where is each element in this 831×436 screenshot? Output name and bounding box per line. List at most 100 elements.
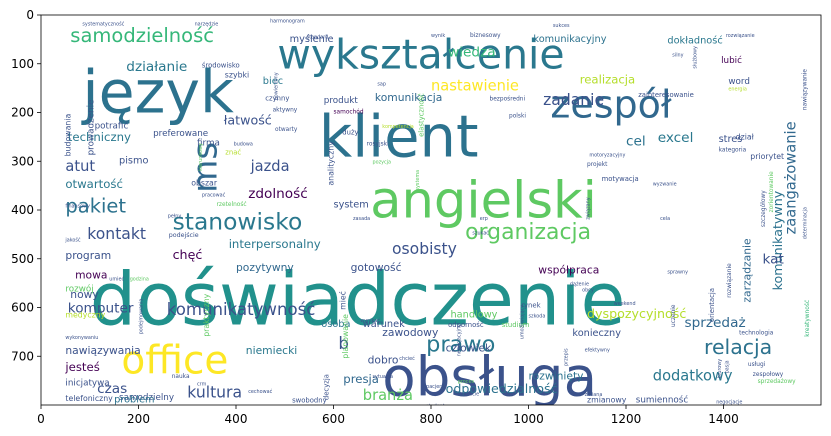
cloud-word: szczegółowy — [760, 190, 767, 227]
cloud-word: myślenie — [290, 33, 334, 45]
cloud-word: szkoda — [529, 313, 546, 319]
y-tick-label: 500 — [11, 252, 34, 266]
cloud-word: projekt — [587, 162, 608, 168]
cloud-word: pocucie — [460, 391, 479, 397]
cloud-word: osobisty — [392, 240, 457, 258]
cloud-word: komunikacyjny — [533, 34, 606, 45]
cloud-word: rynek — [521, 302, 540, 310]
cloud-word: realizacja — [580, 72, 636, 86]
cloud-word: motywacja — [602, 175, 639, 183]
cloud-word: zainteresowanie — [638, 91, 694, 99]
cloud-word: potrafić — [95, 121, 129, 132]
cloud-word: dokładność — [667, 34, 722, 46]
cloud-word: zasada — [353, 216, 370, 222]
cloud-word: firma — [197, 139, 220, 149]
cloud-word: komunikatywność — [167, 300, 316, 319]
cloud-word: branża — [363, 387, 413, 404]
cloud-word: sprzedaż — [685, 315, 746, 331]
cloud-word: mieć — [339, 291, 348, 310]
cloud-word: dyspozycyjność — [587, 306, 686, 321]
cloud-word: samodzielność — [70, 24, 214, 47]
cloud-word: dążenie — [570, 282, 589, 288]
cloud-word: rozwinięty — [529, 370, 585, 383]
cloud-word: podejście — [169, 231, 199, 239]
cloud-word: systematyczność — [82, 21, 124, 28]
x-tick-label: 1400 — [708, 412, 739, 426]
cloud-word: pozytywny — [236, 261, 294, 274]
cloud-word: gotowość — [351, 261, 402, 274]
cloud-word: osoba — [321, 319, 350, 330]
cloud-word: telefoniczny — [65, 394, 113, 403]
y-tick-label: 200 — [11, 106, 34, 120]
y-tick-label: 0 — [26, 8, 34, 22]
cloud-word: prawo — [426, 331, 495, 357]
cloud-word: pozycja — [373, 160, 392, 166]
cloud-word: warunek — [363, 319, 405, 330]
cloud-word: word — [728, 77, 750, 87]
cloud-word: handlowy — [451, 309, 498, 320]
cloud-word: rzetelność — [217, 201, 247, 208]
cloud-word: język — [80, 59, 234, 127]
cloud-word: rozwiązanie — [727, 263, 733, 298]
cloud-word: budowania — [63, 114, 72, 157]
cloud-word: pismo — [119, 156, 148, 167]
cloud-word: zdolność — [248, 186, 308, 202]
cloud-word: stres — [719, 134, 743, 145]
cloud-word: negocjacje — [716, 400, 742, 406]
cloud-word: kreatywność — [804, 300, 811, 337]
cloud-word: umożliwiający — [520, 305, 526, 339]
cloud-word: zespół — [550, 82, 672, 126]
cloud-word: silny — [672, 52, 683, 58]
cloud-word: szukać — [472, 229, 489, 236]
cloud-word: proces — [458, 379, 475, 385]
cloud-word: zmianowy — [587, 396, 627, 405]
cloud-word: sytuacja — [373, 374, 393, 380]
cloud-word: obsługa — [382, 344, 597, 408]
cloud-word: biznesowy — [470, 33, 501, 39]
cloud-word: obcy — [582, 287, 594, 293]
cloud-word: weekend — [614, 301, 636, 307]
cloud-word: nawiązywanie — [802, 69, 808, 110]
cloud-word: cela — [660, 216, 670, 222]
cloud-word: cechować — [248, 388, 272, 395]
cloud-word: standard — [307, 34, 329, 40]
cloud-word: erp — [480, 216, 488, 222]
cloud-word: zaangażowanie — [783, 121, 800, 234]
x-tick-label: 400 — [225, 412, 248, 426]
cloud-word: jesteś — [64, 360, 99, 374]
cloud-word: sumienność — [636, 395, 689, 406]
cloud-word: zarządzanie — [740, 238, 753, 303]
x-tick-label: 800 — [420, 412, 443, 426]
cloud-word: zawodowy — [382, 326, 439, 339]
cloud-word: doświadczenie — [90, 258, 626, 343]
cloud-word: wyzwanie — [653, 182, 677, 188]
cloud-word: harmonogram — [270, 18, 305, 24]
cloud-word: orientacja — [708, 288, 716, 322]
cloud-word: znać — [225, 148, 241, 156]
cloud-word: efektywny — [585, 347, 610, 353]
cloud-word: determinacja — [802, 207, 808, 239]
cloud-word: chęć — [173, 247, 203, 262]
cloud-word: klient — [319, 103, 479, 170]
cloud-word: praktyczny — [202, 293, 211, 336]
cloud-word: bezpośredni — [490, 95, 526, 102]
cloud-word: presja — [343, 372, 379, 386]
cloud-word: odporność — [448, 321, 484, 329]
cloud-word: podejmowania — [138, 299, 144, 335]
cloud-word: sprzedażowy — [758, 379, 797, 385]
cloud-word: angielski — [370, 170, 597, 230]
cloud-word: umieć — [109, 276, 124, 283]
x-tick-label: 1000 — [513, 412, 544, 426]
cloud-word: medyczny — [65, 310, 105, 319]
cloud-word: aktywny — [273, 108, 298, 114]
cloud-word: student — [426, 403, 445, 409]
cloud-word: godzina — [130, 277, 149, 283]
cloud-word: narzędzie — [195, 22, 219, 28]
cloud-word: jakość — [64, 237, 81, 244]
cloud-word: atut — [65, 158, 95, 175]
x-tick-label: 1200 — [611, 412, 642, 426]
cloud-word: cel — [626, 134, 646, 150]
cloud-word: zadanie — [543, 91, 604, 109]
cloud-word: działanie — [126, 59, 187, 75]
